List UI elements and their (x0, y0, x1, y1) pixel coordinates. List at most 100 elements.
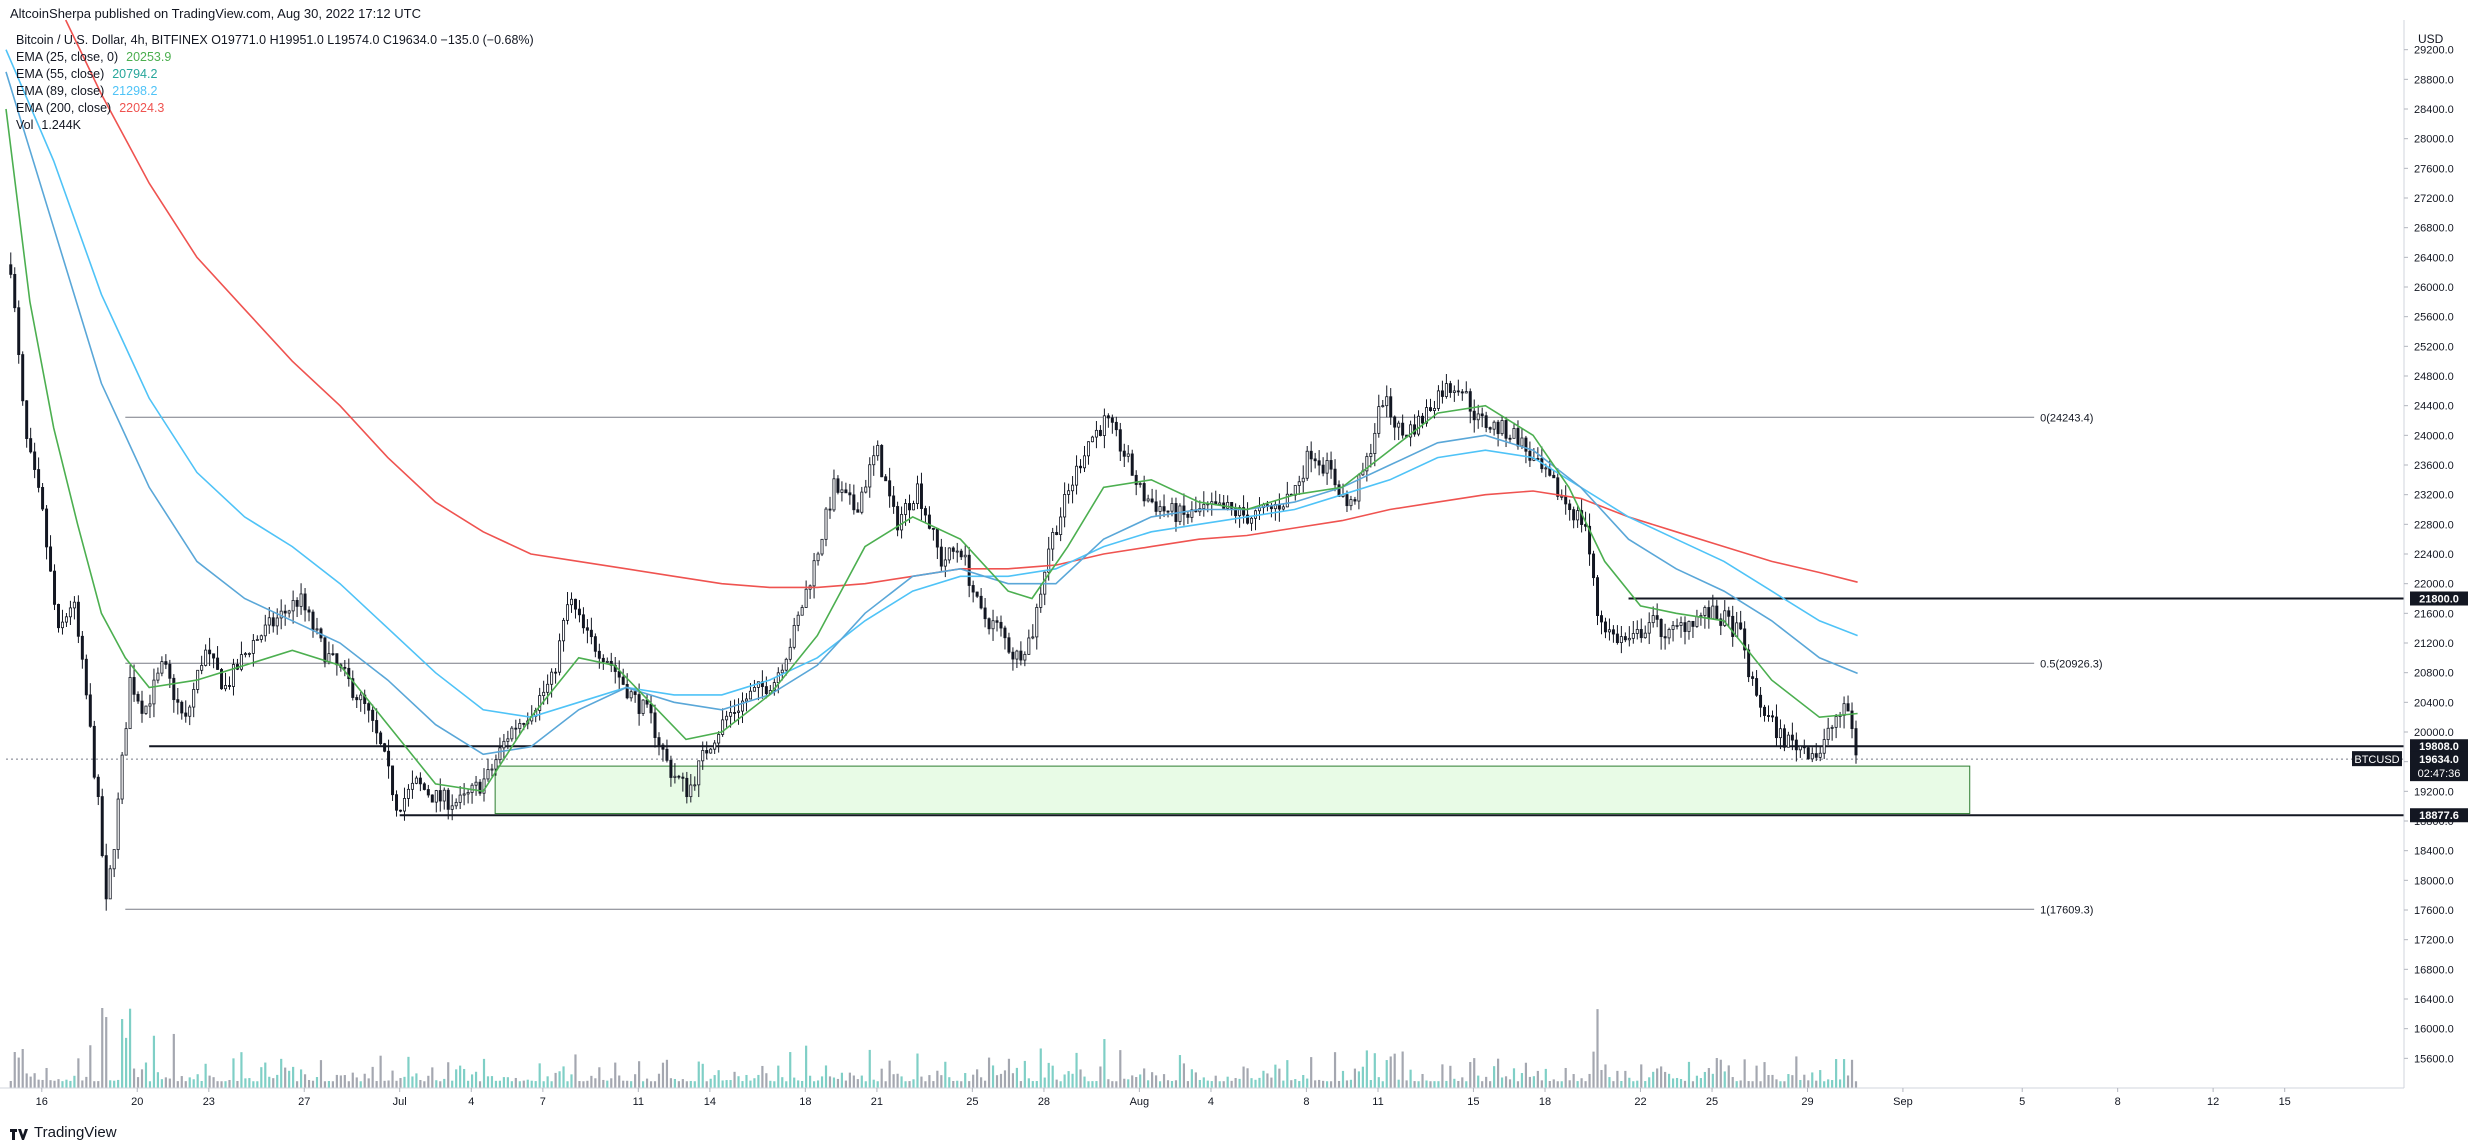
candle-up (482, 778, 486, 794)
candle-down (665, 748, 669, 761)
candle-down (216, 657, 220, 670)
candle-down (1739, 622, 1743, 630)
candle-up (748, 690, 752, 700)
symbol-ohlc-line[interactable]: Bitcoin / U.S. Dollar, 4h, BITFINEX O197… (16, 33, 534, 47)
volume-bar (538, 1063, 541, 1088)
volume-bar (1373, 1053, 1376, 1088)
candle-down (1655, 615, 1659, 620)
candle-down (1230, 501, 1234, 509)
price-axis[interactable]: 15600.0 16000.0 16400.0 16800.0 17200.0 17600… (2403, 20, 2454, 1088)
candle-up (108, 868, 112, 900)
candle-up (832, 478, 836, 511)
volume-bar (419, 1080, 422, 1088)
volume-bar (773, 1081, 776, 1088)
published-by-text: AltcoinSherpa published on TradingView.c… (10, 6, 421, 21)
candle-up (434, 790, 438, 803)
axis-price-labels: 21800.0 19808.0 18877.6 BTCUSD 19634.0 02:47:… (2352, 591, 2468, 823)
volume-bar (1528, 1076, 1531, 1088)
horizontal-levels[interactable]: 0(24243.4) 0.5(20926.3) 1(17609.3) (6, 412, 2404, 916)
volume-bar (184, 1081, 187, 1088)
candle-up (148, 703, 152, 707)
volume-bar (1743, 1059, 1746, 1088)
volume-bar (463, 1068, 466, 1088)
volume-bar (423, 1081, 426, 1088)
candle-up (1500, 420, 1504, 435)
time-tick-label: 29 (1801, 1096, 1813, 1108)
candle-down (1727, 610, 1731, 617)
candle-down (478, 781, 482, 794)
legend-ema-200[interactable]: EMA (200, close) 22024.3 (16, 100, 534, 117)
volume-bar (1854, 1081, 1858, 1088)
legend-volume[interactable]: Vol 1.244K (16, 117, 534, 134)
candle-down (104, 855, 108, 900)
volume-bar (904, 1081, 907, 1088)
volume-bar (1660, 1066, 1663, 1088)
volume-bar (292, 1066, 295, 1088)
candle-up (1711, 605, 1715, 620)
volume-bar (534, 1081, 537, 1088)
candle-down (1603, 621, 1607, 633)
candle-down (1246, 514, 1250, 524)
volume-bar (781, 1077, 784, 1088)
volume-bar (908, 1081, 911, 1088)
volume-bar (1027, 1078, 1030, 1088)
volume-bar (1799, 1080, 1802, 1088)
volume-bar (1294, 1079, 1297, 1088)
volume-bar (73, 1075, 76, 1088)
volume-bar (1377, 1077, 1380, 1088)
candle-down (307, 609, 311, 613)
volume-bar (1532, 1076, 1535, 1088)
candle-up (160, 661, 164, 674)
time-tick-label: 25 (966, 1096, 978, 1108)
volume-bar (1075, 1052, 1078, 1088)
volume-bar (741, 1081, 744, 1088)
volume-bar (1823, 1081, 1826, 1088)
price-tick-label: 24400.0 (2414, 401, 2454, 413)
volume-bar (856, 1079, 859, 1088)
volume-bar (268, 1076, 271, 1088)
volume-bar (562, 1066, 565, 1088)
candle-up (729, 712, 733, 717)
candle-down (1154, 501, 1158, 512)
candle-up (816, 553, 820, 562)
legend-ema-55[interactable]: EMA (55, close) 20794.2 (16, 66, 534, 83)
volume-bar (693, 1081, 696, 1088)
volume-bar (649, 1081, 653, 1088)
candle-down (681, 776, 685, 779)
candle-up (689, 784, 693, 798)
candle-up (1687, 621, 1691, 632)
candle-down (979, 595, 983, 609)
volume-bar (657, 1073, 661, 1088)
candle-up (1635, 629, 1639, 634)
volume-bar (148, 1081, 152, 1088)
candle-up (1039, 593, 1043, 608)
tradingview-footer[interactable]: TradingView (10, 1124, 117, 1141)
candle-down (430, 794, 434, 803)
volume-bar (987, 1057, 991, 1088)
volume-bar (200, 1080, 203, 1088)
candle-down (1850, 710, 1854, 729)
candle-up (518, 723, 522, 730)
legend-ema-89[interactable]: EMA (89, close) 21298.2 (16, 83, 534, 100)
volume-bar (546, 1076, 549, 1088)
volume-bar (1162, 1074, 1166, 1088)
volume-bar (761, 1065, 764, 1088)
candle-up (124, 728, 128, 756)
current-price-tag (2410, 751, 2468, 782)
volume-bar (260, 1067, 263, 1088)
legend-ema-25[interactable]: EMA (25, close, 0) 20253.9 (16, 49, 534, 66)
volume-bar (1369, 1080, 1372, 1088)
volume-bar (85, 1076, 88, 1088)
level-price-tag (2410, 808, 2468, 823)
candle-down (426, 789, 430, 796)
volume-bar (498, 1080, 502, 1088)
volume-bar (1496, 1058, 1500, 1088)
candle-up (1826, 727, 1830, 740)
time-axis[interactable]: 16 20 23 27 Jul 4 7 11 14 18 21 25 28 Aug 4 8 11 15 18 22 25… (0, 1087, 2404, 1108)
support-zone[interactable] (494, 765, 1971, 815)
candle-down (577, 608, 581, 616)
volume-bar (132, 1068, 136, 1088)
volume-bar (689, 1080, 692, 1088)
volume-bar (1735, 1081, 1738, 1088)
